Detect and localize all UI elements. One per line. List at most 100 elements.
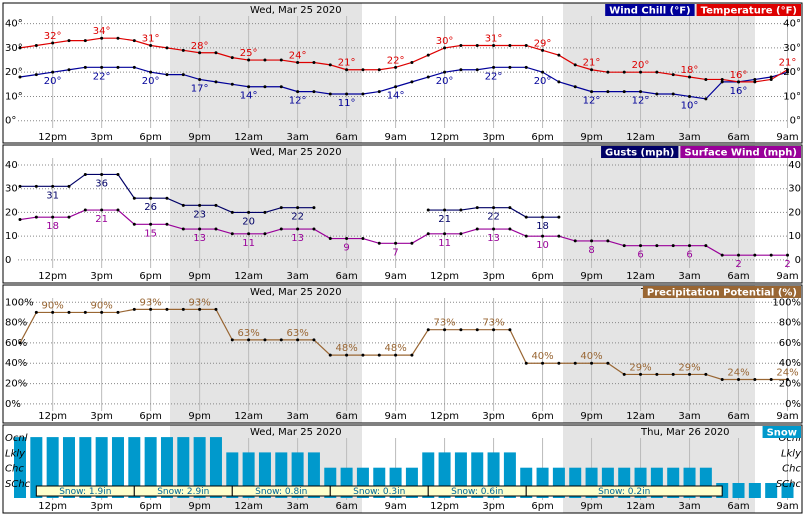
series-line bbox=[19, 37, 788, 83]
point bbox=[67, 310, 71, 314]
value-label: 24° bbox=[289, 50, 307, 61]
x-tick-label: 3am bbox=[678, 411, 700, 422]
point bbox=[557, 53, 561, 57]
point bbox=[443, 70, 447, 74]
point bbox=[622, 244, 626, 248]
point bbox=[67, 68, 71, 72]
x-tick-label: 3am bbox=[286, 132, 308, 143]
value-label: 16° bbox=[730, 86, 748, 97]
point bbox=[34, 310, 38, 314]
point bbox=[508, 43, 512, 47]
y-tick-label: 10° bbox=[5, 91, 23, 102]
point bbox=[541, 70, 545, 74]
panel-border bbox=[2, 424, 803, 514]
y-tick-label: Chc bbox=[5, 464, 24, 475]
point bbox=[100, 36, 104, 40]
point bbox=[524, 234, 528, 238]
point bbox=[753, 77, 757, 81]
x-tick-label: 6pm bbox=[139, 501, 161, 512]
point bbox=[377, 68, 381, 72]
point bbox=[459, 43, 463, 47]
x-tick-label: 12pm bbox=[38, 132, 67, 143]
point bbox=[541, 234, 545, 238]
x-tick-label: 12pm bbox=[430, 411, 459, 422]
point bbox=[34, 73, 38, 77]
value-label: 13 bbox=[291, 233, 304, 244]
value-label: 14° bbox=[240, 91, 258, 102]
point bbox=[475, 68, 479, 72]
x-tick-label: 9pm bbox=[188, 411, 210, 422]
y-tick-label: 80% bbox=[5, 318, 27, 329]
point bbox=[345, 237, 349, 241]
value-label: 26 bbox=[144, 202, 157, 213]
point bbox=[296, 90, 300, 94]
y-tick-label: 80% bbox=[779, 318, 801, 329]
x-tick-label: 12am bbox=[234, 501, 263, 512]
point bbox=[18, 341, 22, 345]
value-label: 20° bbox=[44, 76, 62, 87]
x-tick-label: 12pm bbox=[430, 132, 459, 143]
point bbox=[671, 73, 675, 77]
point bbox=[410, 60, 414, 64]
point bbox=[688, 244, 692, 248]
x-tick-label: 3pm bbox=[482, 411, 504, 422]
point bbox=[524, 215, 528, 219]
y-tick-label: Ocnl bbox=[5, 433, 28, 444]
point bbox=[475, 227, 479, 231]
y-tick-label: 40% bbox=[779, 358, 801, 369]
snow-total-label: Snow: 0.2in bbox=[598, 487, 650, 497]
point bbox=[165, 222, 169, 226]
x-tick-label: 3am bbox=[678, 501, 700, 512]
bar bbox=[781, 483, 794, 498]
point bbox=[198, 203, 202, 207]
bar bbox=[95, 437, 108, 498]
point bbox=[590, 68, 594, 72]
bar bbox=[128, 437, 141, 498]
point bbox=[214, 227, 218, 231]
point bbox=[475, 328, 479, 332]
point bbox=[655, 70, 659, 74]
x-tick-label: 9pm bbox=[188, 271, 210, 282]
y-tick-label: Ocnl bbox=[779, 433, 802, 444]
point bbox=[622, 372, 626, 376]
value-label: 12° bbox=[583, 96, 601, 107]
x-tick-label: 12pm bbox=[38, 271, 67, 282]
point bbox=[312, 338, 316, 342]
point bbox=[51, 41, 55, 45]
point bbox=[51, 70, 55, 74]
value-label: 22 bbox=[487, 212, 500, 223]
value-label: 21° bbox=[338, 58, 356, 69]
x-tick-label: 3pm bbox=[482, 132, 504, 143]
value-label: 18 bbox=[46, 221, 59, 232]
x-tick-label: 6pm bbox=[139, 271, 161, 282]
bar bbox=[732, 483, 745, 498]
date-label: Wed, Mar 25 2020 bbox=[250, 5, 342, 16]
y-tick-label: 10 bbox=[5, 231, 18, 242]
point bbox=[377, 90, 381, 94]
legend-label: Gusts (mph) bbox=[605, 148, 674, 159]
value-label: 31° bbox=[142, 33, 160, 44]
point bbox=[279, 58, 283, 62]
bar bbox=[765, 483, 778, 498]
point bbox=[18, 46, 22, 50]
y-tick-label: 60% bbox=[779, 338, 801, 349]
point bbox=[51, 310, 55, 314]
y-tick-label: 40 bbox=[788, 160, 801, 171]
point bbox=[296, 206, 300, 210]
point bbox=[753, 253, 757, 257]
point bbox=[100, 172, 104, 176]
value-label: 8 bbox=[588, 245, 594, 256]
y-tick-label: 30° bbox=[783, 43, 801, 54]
value-label: 93% bbox=[189, 297, 211, 308]
y-tick-label: 40 bbox=[5, 160, 18, 171]
point bbox=[769, 253, 773, 257]
point bbox=[181, 73, 185, 77]
point bbox=[18, 184, 22, 188]
point bbox=[606, 90, 610, 94]
point bbox=[769, 75, 773, 79]
point bbox=[475, 206, 479, 210]
y-tick-label: 20 bbox=[5, 207, 18, 218]
point bbox=[132, 65, 136, 69]
point bbox=[296, 60, 300, 64]
point bbox=[312, 90, 316, 94]
